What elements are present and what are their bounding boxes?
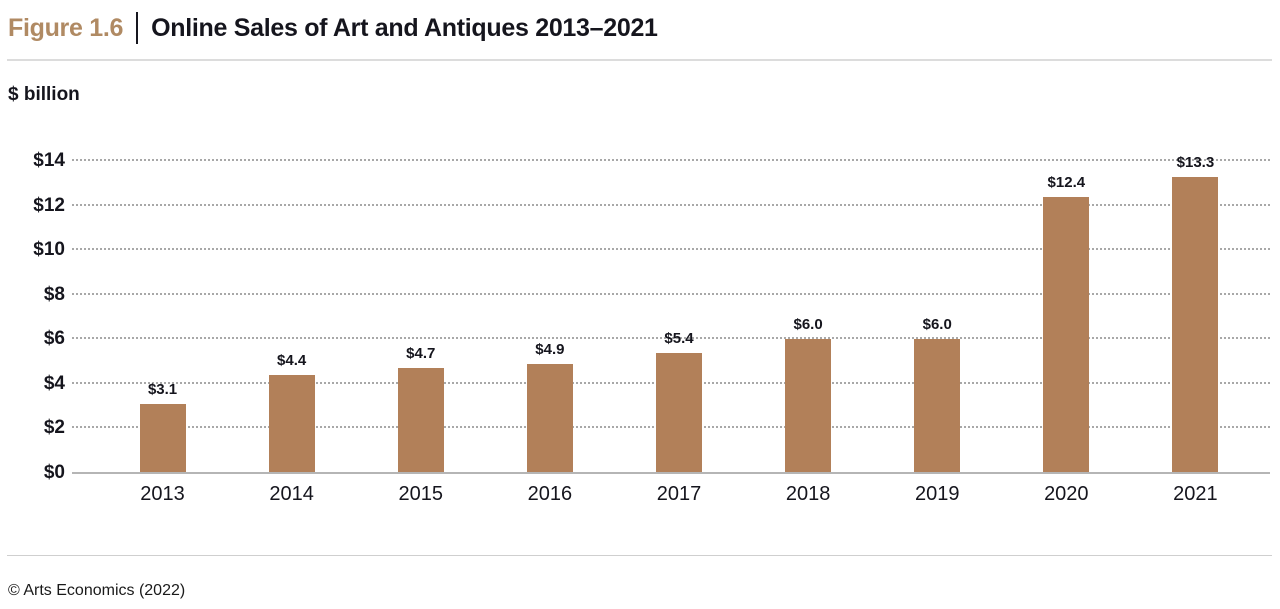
bar-value-label-2020: $12.4 [1047, 173, 1086, 191]
y-tick-label-12: $12 [33, 194, 65, 216]
bottom-rule [7, 555, 1272, 556]
bar-series: $3.1 $4.4 $4.7 $4.9 $5.4 $6.0 $6.0 $12.4 $13.3 [98, 154, 1260, 473]
bar-value-label-2013: $3.1 [147, 380, 178, 398]
bar-slot-2015: $4.7 [356, 161, 485, 473]
header-divider [136, 12, 139, 44]
bar-2018 [785, 339, 832, 473]
bar-value-label-2017: $5.4 [664, 329, 694, 347]
bar-slot-2021: $13.3 [1131, 154, 1260, 473]
bar-2020 [1043, 196, 1090, 473]
top-rule [7, 59, 1272, 61]
bar-slot-2018: $6.0 [744, 161, 873, 473]
y-tick-label-14: $14 [33, 150, 65, 171]
bar-slot-2020: $12.4 [1002, 161, 1131, 473]
bar-slot-2014: $4.4 [227, 161, 356, 473]
figure-header: Figure 1.6 Online Sales of Art and Antiq… [8, 12, 658, 44]
bar-slot-2019: $6.0 [873, 161, 1002, 473]
x-tick-label-2020: 2020 [1044, 483, 1089, 505]
y-tick-label-6: $6 [43, 328, 65, 350]
grid-line-14 [72, 159, 1270, 161]
bar-2021 [1172, 176, 1219, 473]
x-axis-line [72, 472, 1270, 474]
plot-area: $3.1 $4.4 $4.7 $4.9 $5.4 $6.0 $6.0 $12.4 $13.3 [72, 154, 1270, 474]
x-tick-label-2018: 2018 [785, 483, 831, 505]
bar-value-label-2014: $4.4 [277, 351, 307, 369]
grid-line-10 [72, 248, 1270, 251]
bar-2015 [397, 368, 444, 473]
bar-value-label-2019: $6.0 [922, 316, 952, 334]
x-tick-label-2019: 2019 [914, 483, 960, 505]
grid-line-8 [72, 292, 1270, 295]
bar-value-label-2021: $13.3 [1176, 153, 1215, 171]
grid-line-6 [72, 337, 1270, 340]
x-tick-label-2016: 2016 [527, 483, 573, 505]
bar-value-label-2018: $6.0 [793, 316, 823, 334]
bar-2013 [139, 403, 186, 473]
y-tick-label-8: $8 [43, 283, 65, 305]
x-axis-labels: 2013 2014 2015 2016 2017 2018 2019 2020 2021 [98, 483, 1260, 506]
bar-value-label-2016: $4.9 [535, 340, 565, 358]
y-axis-labels: $0 $2 $4 $6 $8 $10 $12 $14 [0, 150, 65, 483]
y-tick-label-4: $4 [43, 372, 65, 394]
bar-slot-2016: $4.9 [485, 161, 614, 473]
x-tick-label-2021: 2021 [1173, 483, 1218, 505]
y-tick-label-0: $0 [43, 462, 65, 483]
source-credit: © Arts Economics (2022) [8, 582, 186, 599]
x-tick-label-2015: 2015 [398, 483, 444, 505]
bar-2017 [655, 352, 702, 473]
x-tick-label-2017: 2017 [656, 483, 702, 505]
bar-2016 [526, 363, 573, 473]
y-tick-label-2: $2 [43, 417, 65, 439]
bar-2014 [268, 374, 315, 473]
figure-title: Online Sales of Art and Antiques 2013–20… [151, 13, 658, 42]
bar-slot-2017: $5.4 [614, 161, 743, 473]
x-tick-label-2013: 2013 [140, 483, 185, 505]
y-axis-unit-label: $ billion [8, 84, 80, 105]
figure-number-label: Figure 1.6 [8, 13, 124, 42]
bar-slot-2013: $3.1 [98, 161, 227, 473]
bar-value-label-2015: $4.7 [406, 345, 436, 363]
y-tick-label-10: $10 [33, 239, 65, 261]
grid-line-12 [72, 203, 1270, 206]
bar-2019 [914, 339, 961, 473]
x-tick-label-2014: 2014 [269, 483, 314, 505]
